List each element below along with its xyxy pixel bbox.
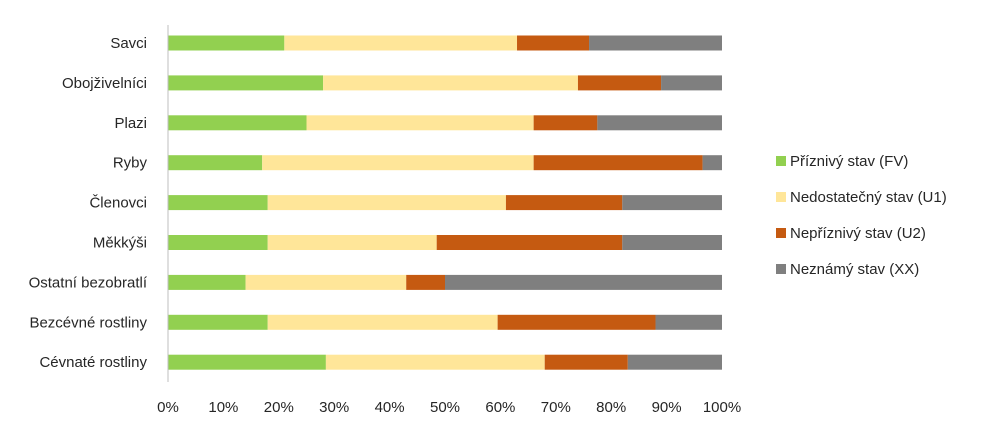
bar-mekkysi-priznivy-stav-fv [168,235,268,250]
bar-cevnate-rostliny-nedostatecny-stav-u1 [325,354,545,370]
bar-plazi-neznamy-stav-xx [597,115,722,131]
x-tick-labels: 0% 10% 20% 30% 40% 50% 60% 70% 80% 90% 100% [157,399,741,416]
bar-obojzivelnici-neznamy-stav-xx [661,75,722,91]
bar-mekkysi-neznamy-stav-xx [622,235,722,250]
category-label-mekkysi: Měkkýši [93,235,147,252]
bar-plazi-nedostatecny-stav-u1 [306,115,534,131]
bar-savci-priznivy-stav-fv [168,35,285,51]
bar-bezcevne-rostliny-nedostatecny-stav-u1 [267,314,498,330]
bar-obojzivelnici-nedostatecny-stav-u1 [323,75,578,91]
x-tick-80: 80% [596,399,626,416]
legend: Příznivý stav (FV) Nedostatečný stav (U1)… [776,153,947,278]
bar-mekkysi-nedostatecny-stav-u1 [267,235,437,250]
bar-plazi-priznivy-stav-fv [168,115,307,131]
bar-ostatni-bezobratli-priznivy-stav-fv [168,274,246,290]
bar-mekkysi-nepriznivy-stav-u2 [436,235,623,250]
category-label-clenovci: Členovci [89,195,147,212]
x-tick-30: 30% [319,399,349,416]
legend-label-priznivy-stav-fv: Příznivý stav (FV) [790,153,908,170]
category-label-cevnate-rostliny: Cévnaté rostliny [39,354,147,371]
legend-label-nepriznivy-stav-u2: Nepříznivý stav (U2) [790,225,926,242]
category-label-savci: Savci [110,35,147,52]
bar-bezcevne-rostliny-priznivy-stav-fv [168,314,268,330]
legend-swatch-priznivy-stav-fv [776,156,786,166]
bar-obojzivelnici-nepriznivy-stav-u2 [577,75,662,91]
bar-cevnate-rostliny-neznamy-stav-xx [627,354,722,370]
bar-ryby-priznivy-stav-fv [168,155,263,171]
bar-clenovci-nepriznivy-stav-u2 [505,195,623,211]
bar-obojzivelnici-priznivy-stav-fv [168,75,324,91]
category-label-ostatni-bezobratli: Ostatní bezobratlí [29,274,148,291]
category-label-bezcevne-rostliny: Bezcévné rostliny [29,314,147,331]
x-tick-90: 90% [652,399,682,416]
x-tick-10: 10% [208,399,238,416]
bar-ostatni-bezobratli-nepriznivy-stav-u2 [406,274,445,290]
x-tick-20: 20% [264,399,294,416]
legend-swatch-nepriznivy-stav-u2 [776,228,786,238]
bar-cevnate-rostliny-priznivy-stav-fv [168,354,326,370]
category-label-obojzivelnici: Obojživelníci [62,75,147,92]
bar-savci-nepriznivy-stav-u2 [517,35,590,51]
bar-ostatni-bezobratli-nedostatecny-stav-u1 [245,274,407,290]
category-labels: Savci Obojživelníci Plazi Ryby Členovci Měkký… [29,35,148,371]
x-tick-50: 50% [430,399,460,416]
legend-label-nedostatecny-stav-u1: Nedostatečný stav (U1) [790,189,947,206]
bars-group [168,35,722,370]
x-tick-40: 40% [375,399,405,416]
bar-clenovci-priznivy-stav-fv [168,195,268,211]
bar-clenovci-neznamy-stav-xx [622,195,722,211]
category-label-ryby: Ryby [113,155,148,172]
bar-clenovci-nedostatecny-stav-u1 [267,195,506,211]
bar-bezcevne-rostliny-neznamy-stav-xx [655,314,722,330]
legend-label-neznamy-stav-xx: Neznámý stav (XX) [790,261,919,278]
x-tick-70: 70% [541,399,571,416]
bar-ryby-neznamy-stav-xx [702,155,722,171]
bar-bezcevne-rostliny-nepriznivy-stav-u2 [497,314,656,330]
bar-savci-neznamy-stav-xx [589,35,722,51]
category-label-plazi: Plazi [114,115,147,132]
bar-ostatni-bezobratli-neznamy-stav-xx [445,274,722,290]
legend-swatch-neznamy-stav-xx [776,264,786,274]
x-tick-100: 100% [703,399,741,416]
bar-savci-nedostatecny-stav-u1 [284,35,518,51]
bar-ryby-nepriznivy-stav-u2 [533,155,703,171]
legend-swatch-nedostatecny-stav-u1 [776,192,786,202]
bar-cevnate-rostliny-nepriznivy-stav-u2 [544,354,628,370]
bar-plazi-nepriznivy-stav-u2 [533,115,598,131]
x-tick-60: 60% [485,399,515,416]
bar-ryby-nedostatecny-stav-u1 [262,155,534,171]
x-tick-0: 0% [157,399,179,416]
